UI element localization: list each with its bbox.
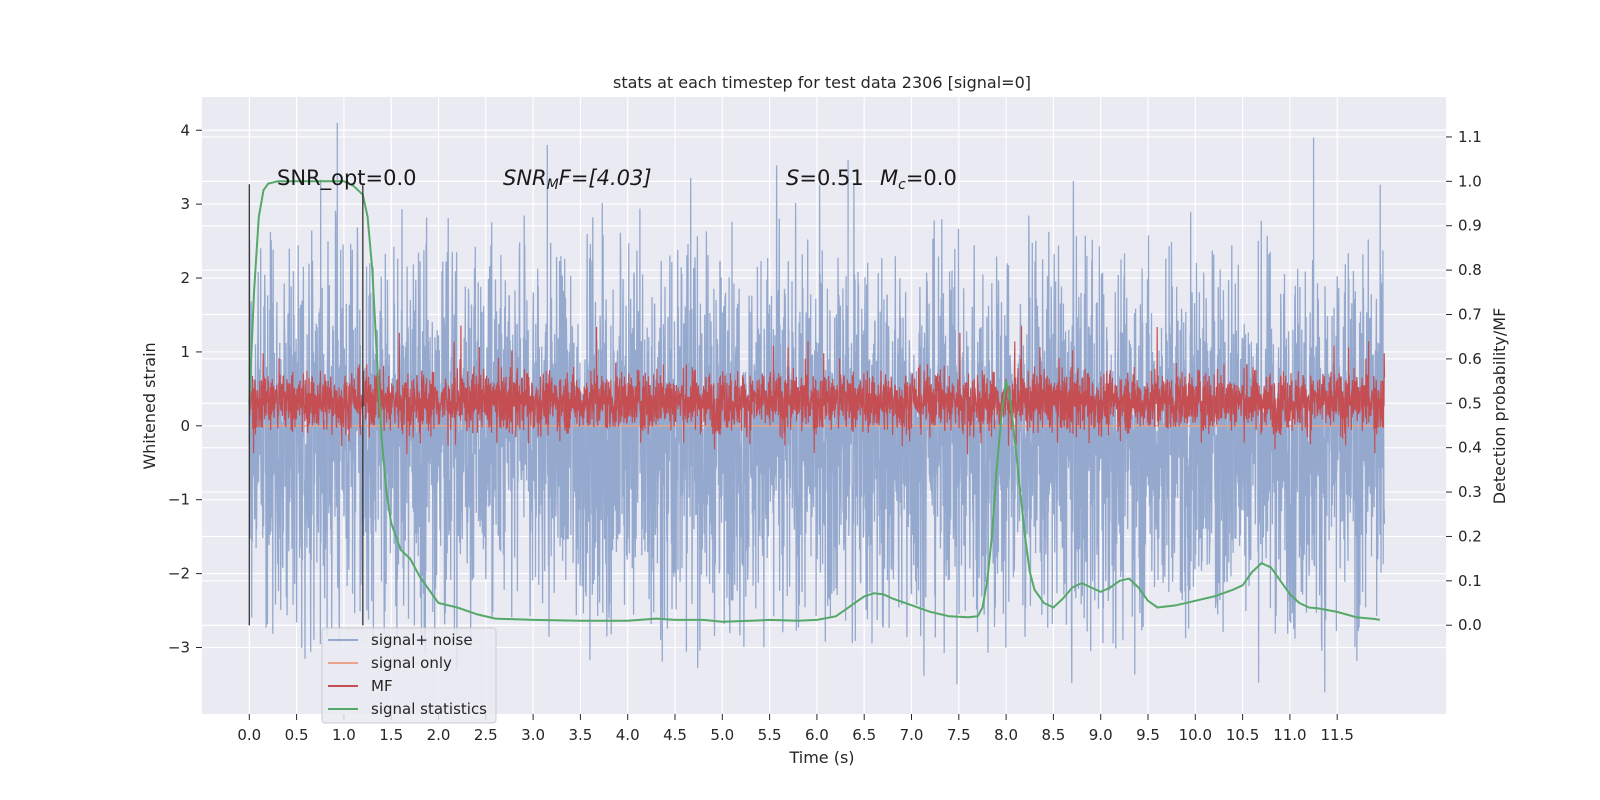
x-tick-label: 5.0 — [710, 726, 734, 744]
x-tick-label: 1.5 — [379, 726, 403, 744]
x-tick-label: 8.5 — [1041, 726, 1065, 744]
y-right-tick-label: 0.2 — [1458, 527, 1482, 545]
legend-label-mf: MF — [371, 677, 393, 695]
y-left-tick-label: 4 — [180, 121, 190, 139]
annotation-snr-mf: SNRMF=[4.03] — [503, 166, 652, 193]
chart-title: stats at each timestep for test data 230… — [613, 73, 1031, 92]
x-tick-label: 4.0 — [616, 726, 640, 744]
y-right-tick-label: 1.1 — [1458, 128, 1482, 146]
x-tick-label: 9.0 — [1089, 726, 1113, 744]
y-right-tick-label: 1.0 — [1458, 172, 1482, 190]
x-tick-label: 4.5 — [663, 726, 687, 744]
y-right-tick-label: 0.8 — [1458, 261, 1482, 279]
y-left-tick-label: 3 — [180, 195, 190, 213]
x-tick-label: 11.0 — [1273, 726, 1306, 744]
series-mf-line — [248, 325, 1386, 455]
legend-label-signal-only: signal only — [371, 654, 452, 672]
ticks: 0.0 0.5 1.0 1.5 2.0 2.5 3.0 3.5 4.0 4.5 5.0 5.5 6.0 6… — [168, 121, 1482, 744]
x-tick-label: 9.5 — [1136, 726, 1160, 744]
x-tick-label: 7.0 — [900, 726, 924, 744]
annotation-snr-opt: SNR_opt=0.0 — [277, 166, 417, 191]
x-tick-label: 6.0 — [805, 726, 829, 744]
annotation-mc: Mc=0.0 — [880, 166, 957, 193]
x-tick-label: 3.0 — [521, 726, 545, 744]
y-right-tick-label: 0.1 — [1458, 572, 1482, 590]
y-right-tick-label: 0.7 — [1458, 306, 1482, 324]
s-value: =0.51 — [799, 166, 863, 190]
y-axis-right-label: Detection probability/MF — [1490, 308, 1509, 505]
x-tick-label: 1.0 — [332, 726, 356, 744]
y-left-tick-label: 2 — [180, 269, 190, 287]
data-layer — [248, 122, 1386, 693]
x-tick-label: 5.5 — [758, 726, 782, 744]
x-tick-label: 7.5 — [947, 726, 971, 744]
snr-mf-sub: M — [547, 177, 559, 193]
y-axis-left-label: Whitened strain — [140, 342, 159, 469]
snr-mf-label: SNR — [503, 166, 547, 190]
y-left-tick-label: −2 — [168, 565, 190, 583]
x-tick-label: 2.5 — [474, 726, 498, 744]
series-signal-noise-line — [248, 122, 1386, 693]
y-right-tick-label: 0.5 — [1458, 394, 1482, 412]
y-left-tick-label: 1 — [180, 343, 190, 361]
legend-label-signal-statistics: signal statistics — [371, 700, 487, 718]
x-tick-label: 10.0 — [1179, 726, 1212, 744]
mc-sub: c — [898, 177, 906, 193]
y-right-tick-label: 0.6 — [1458, 350, 1482, 368]
y-left-tick-label: −3 — [168, 638, 190, 656]
legend-label-signal-noise: signal+ noise — [371, 631, 473, 649]
legend-box — [321, 627, 497, 724]
x-tick-label: 10.5 — [1226, 726, 1259, 744]
y-right-tick-label: 0.0 — [1458, 616, 1482, 634]
annotation-s: S=0.51 — [786, 166, 864, 190]
x-tick-label: 0.5 — [285, 726, 309, 744]
y-left-tick-label: 0 — [180, 417, 190, 435]
y-right-tick-label: 0.9 — [1458, 217, 1482, 235]
x-tick-label: 11.5 — [1321, 726, 1354, 744]
y-right-tick-label: 0.3 — [1458, 483, 1482, 501]
y-right-tick-label: 0.4 — [1458, 439, 1482, 457]
s-label: S — [786, 166, 799, 190]
y-left-tick-label: −1 — [168, 491, 190, 509]
snr-mf-value-f: F=[4.03] — [559, 166, 652, 190]
x-tick-label: 3.5 — [568, 726, 592, 744]
legend: signal+ noise signal only MF signal stat… — [321, 627, 497, 724]
mc-value: =0.0 — [906, 166, 957, 190]
x-tick-label: 0.0 — [237, 726, 261, 744]
x-tick-label: 2.0 — [427, 726, 451, 744]
series-signal-statistics-line — [248, 180, 1380, 623]
mc-label: M — [880, 166, 898, 190]
x-tick-label: 6.5 — [852, 726, 876, 744]
x-tick-label: 8.0 — [994, 726, 1018, 744]
x-axis-label: Time (s) — [788, 748, 854, 767]
